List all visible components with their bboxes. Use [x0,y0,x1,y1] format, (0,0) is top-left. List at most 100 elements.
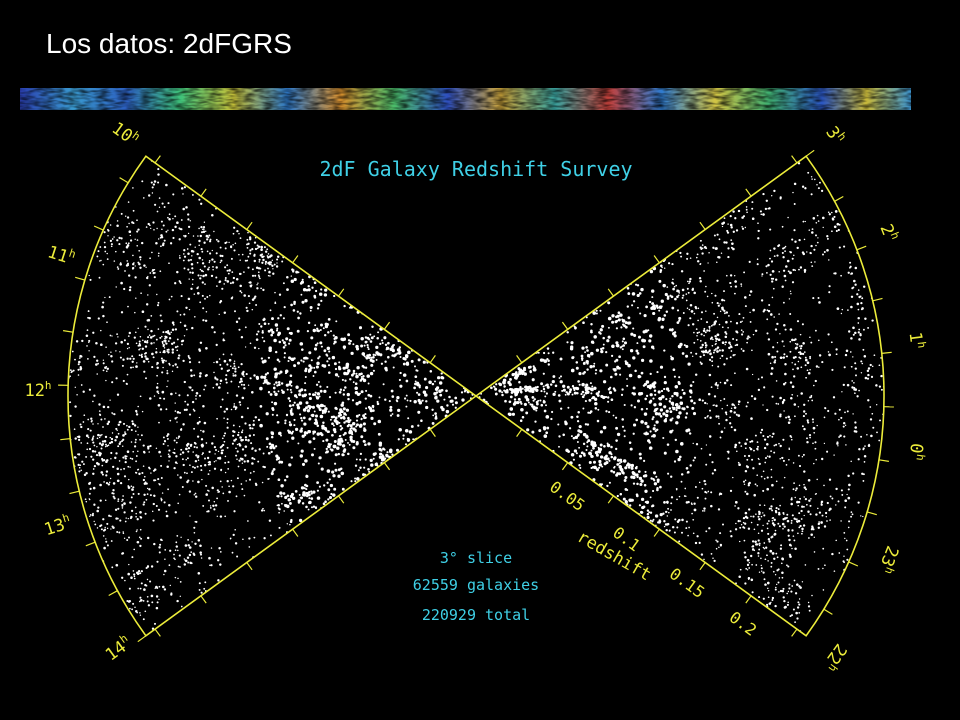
galaxy-point [605,454,608,458]
galaxy-point [700,318,703,320]
galaxy-point [778,591,780,593]
galaxy-point [771,520,774,522]
galaxy-point [695,307,698,310]
galaxy-point [734,528,738,531]
galaxy-point [301,300,305,304]
galaxy-point [543,409,547,413]
galaxy-point [586,423,590,426]
galaxy-point [150,594,154,598]
galaxy-point [713,395,717,398]
galaxy-point [123,537,126,539]
galaxy-point [334,335,338,340]
galaxy-point [724,343,726,346]
galaxy-point [135,409,138,413]
galaxy-point [171,370,174,373]
galaxy-point [134,276,137,279]
galaxy-point [174,461,178,464]
galaxy-point [358,413,361,417]
galaxy-point [554,390,557,393]
galaxy-point [709,359,711,362]
galaxy-point [223,283,225,285]
galaxy-point [689,317,692,320]
galaxy-point [589,382,592,385]
galaxy-point [362,414,366,418]
galaxy-point [378,452,382,456]
galaxy-point [272,468,276,471]
galaxy-point [219,254,222,257]
galaxy-point [850,460,852,463]
galaxy-point [359,392,362,395]
galaxy-point [649,430,652,433]
galaxy-point [818,366,820,368]
galaxy-point [601,465,604,468]
galaxy-point [79,423,82,426]
galaxy-point [121,500,123,503]
galaxy-point [116,517,119,520]
galaxy-point [228,490,231,494]
galaxy-point [219,379,223,383]
galaxy-point [276,262,278,264]
galaxy-point [231,442,234,445]
galaxy-point [193,293,196,295]
galaxy-point [343,412,347,416]
galaxy-point [100,443,104,447]
galaxy-point [177,577,179,580]
galaxy-point [309,305,313,310]
galaxy-point [716,261,718,264]
galaxy-point [512,402,516,406]
galaxy-point [363,440,366,443]
galaxy-point [748,260,751,263]
galaxy-point [195,398,197,400]
galaxy-point [146,319,149,322]
galaxy-point [271,264,274,267]
galaxy-point [384,457,387,460]
galaxy-point [160,498,163,501]
galaxy-point [616,432,621,437]
galaxy-point [354,382,358,385]
galaxy-point [122,531,124,533]
galaxy-point [581,395,585,399]
galaxy-point [257,245,261,249]
galaxy-point [751,207,754,210]
galaxy-point [144,355,147,358]
galaxy-point [202,430,205,433]
galaxy-point [129,501,132,504]
galaxy-point [719,357,721,359]
galaxy-point [850,295,854,299]
galaxy-point [854,362,857,365]
galaxy-point [665,247,669,250]
galaxy-point [671,429,674,432]
galaxy-point [753,528,756,531]
galaxy-point [715,547,718,550]
galaxy-point [275,350,278,354]
galaxy-point [605,350,608,354]
galaxy-point [715,404,718,408]
galaxy-point [498,389,502,393]
galaxy-point [646,515,650,520]
galaxy-point [283,510,285,512]
galaxy-point [247,439,250,442]
galaxy-point [710,356,714,359]
galaxy-point [811,525,814,528]
galaxy-point [659,269,663,272]
galaxy-point [707,262,709,264]
galaxy-point [681,352,685,355]
galaxy-point [166,350,169,353]
galaxy-point [558,445,560,448]
galaxy-point [798,238,801,242]
galaxy-point [791,438,793,441]
galaxy-point [803,403,806,406]
galaxy-point [93,444,96,447]
galaxy-point [276,255,280,259]
galaxy-point [627,292,631,295]
galaxy-point [381,454,384,457]
galaxy-point [233,226,236,229]
galaxy-point [133,575,136,578]
galaxy-point [129,286,132,289]
galaxy-point [605,410,608,413]
galaxy-point [763,542,766,544]
galaxy-point [675,408,678,412]
galaxy-point [121,445,124,447]
galaxy-point [744,442,747,446]
galaxy-point [306,330,309,333]
